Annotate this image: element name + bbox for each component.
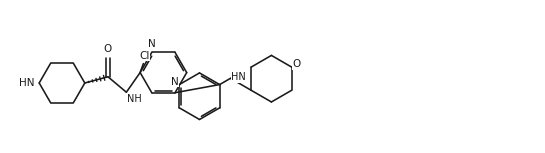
Text: N: N: [171, 76, 178, 87]
Text: Cl: Cl: [139, 50, 150, 61]
Text: NH: NH: [128, 94, 142, 104]
Text: O: O: [293, 59, 301, 69]
Text: O: O: [104, 44, 112, 54]
Text: HN: HN: [19, 78, 34, 88]
Text: N: N: [148, 39, 156, 49]
Text: HN: HN: [232, 72, 246, 82]
